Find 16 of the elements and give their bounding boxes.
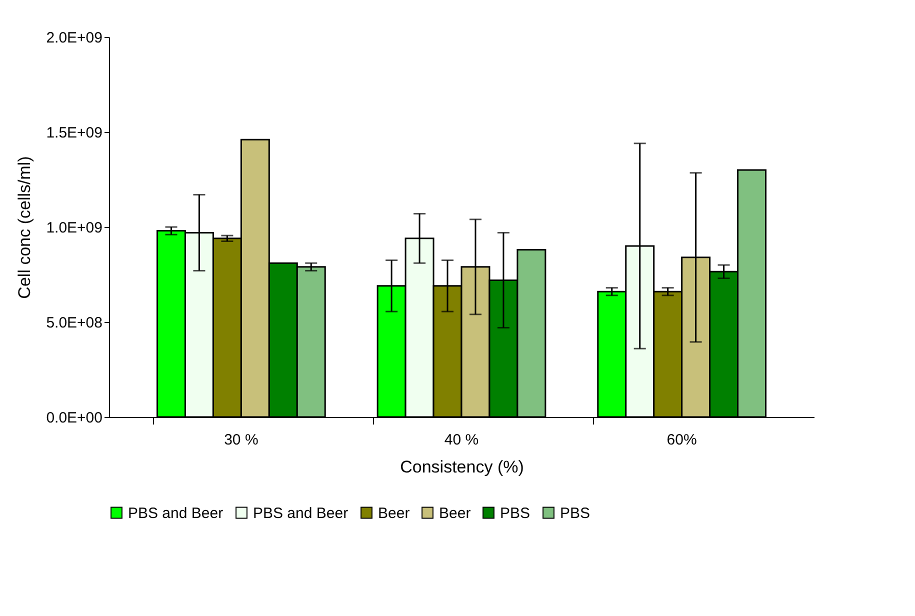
y-tick-label: 2.0E+09 <box>46 30 102 46</box>
legend-label: PBS and Beer <box>253 504 348 522</box>
y-tick-label: 1.0E+09 <box>46 220 102 236</box>
y-tick-label: 5.0E+08 <box>46 314 102 332</box>
x-tick-label: 40 % <box>444 432 479 448</box>
y-tick-label: 1.5E+09 <box>46 124 102 142</box>
x-axis-title: Consistency (%) <box>400 458 524 476</box>
y-tick-label: 0.0E+00 <box>46 410 102 426</box>
x-tick-label: 60% <box>666 432 697 448</box>
legend-label: PBS and Beer <box>128 504 224 522</box>
legend-label: Beer <box>439 504 471 522</box>
legend-label: Beer <box>378 504 410 522</box>
x-tick-label: 30 % <box>224 432 258 448</box>
legend-label: PBS <box>560 504 590 522</box>
legend-label: PBS <box>500 504 530 522</box>
y-axis-title: Cell conc (cells/ml) <box>15 156 34 299</box>
